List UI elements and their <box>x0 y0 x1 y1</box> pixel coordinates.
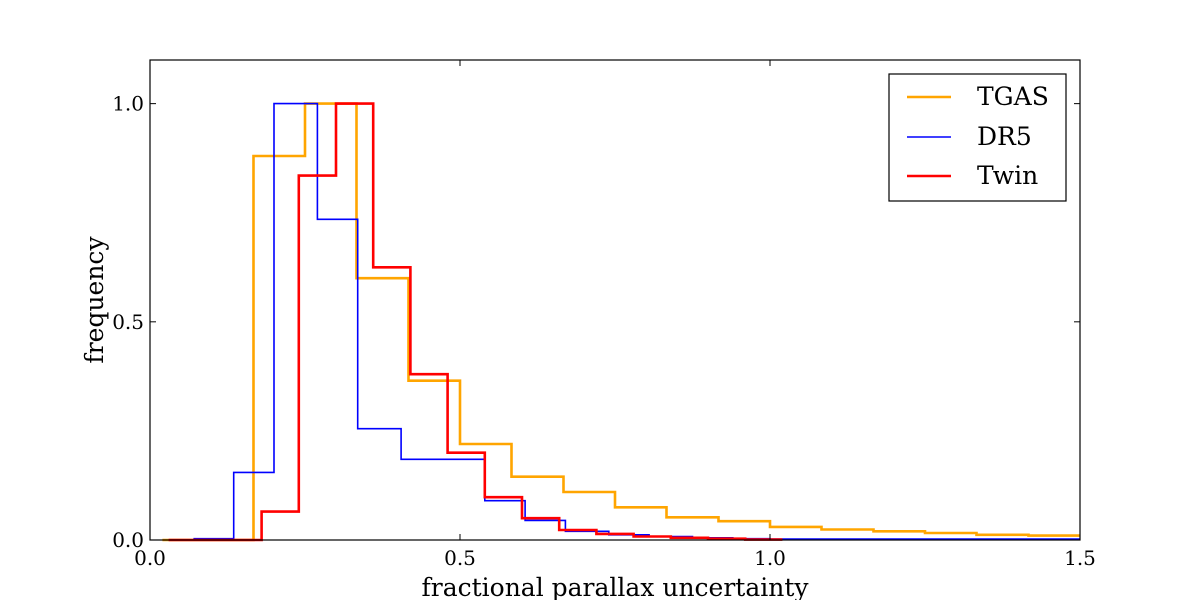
y-tick-label: 0.5 <box>112 310 144 334</box>
series-layer <box>162 102 1080 542</box>
x-tick-label: 1.0 <box>754 546 786 570</box>
tick-layer: 0.0 0.5 1.0 1.5 0.0 0.5 1.0 <box>112 60 1096 570</box>
y-axis-label: frequency <box>80 236 109 364</box>
x-axis-label: fractional parallax uncertainty <box>421 573 809 600</box>
y-tick-label: 1.0 <box>112 92 144 116</box>
y-tick-label: 0.0 <box>112 528 144 552</box>
series-twin-step-line <box>168 102 783 542</box>
x-tick-label: 0.5 <box>444 546 476 570</box>
legend: TGAS DR5 Twin <box>888 73 1067 202</box>
x-tick-label: 0.0 <box>134 546 166 570</box>
legend-label-dr5: DR5 <box>977 122 1032 151</box>
legend-label-twin: Twin <box>977 161 1038 190</box>
x-tick-label: 1.5 <box>1064 546 1096 570</box>
plot-frame <box>149 59 1081 541</box>
legend-label-tgas: TGAS <box>977 82 1049 111</box>
